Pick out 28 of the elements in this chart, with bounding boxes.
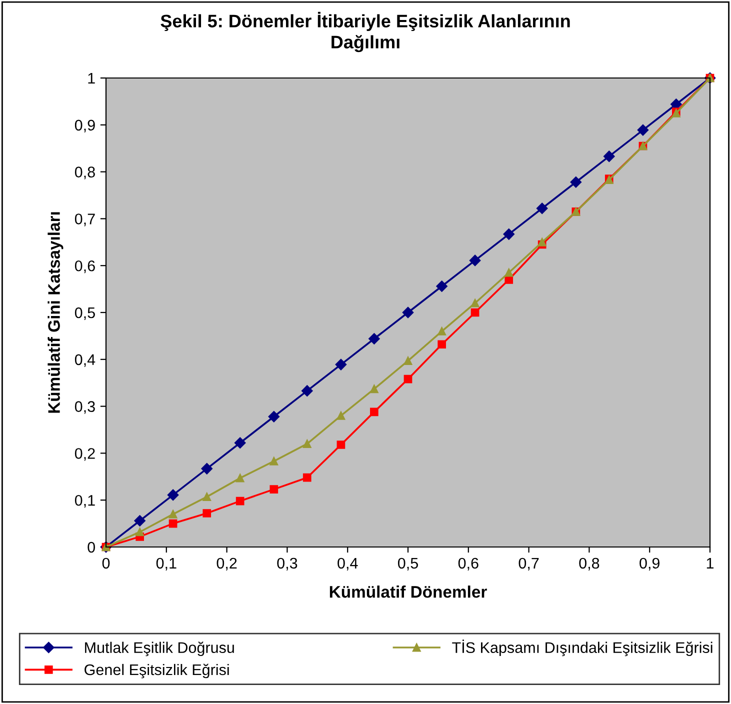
x-tick-label: 0,6 (458, 558, 478, 570)
x-tick-label: 0 (102, 558, 110, 569)
x-tick-label: 0,7 (518, 558, 539, 570)
y-tick-label: 0,8 (74, 166, 95, 180)
y-tick-label: 0,2 (74, 448, 95, 461)
y-tick-label: 0,7 (74, 214, 95, 226)
chart-title: Şekil 5: Dönemler İtibariyle Eşitsizlik Alanlarının Dağılımı (160, 12, 570, 52)
y-tick-label: 0,3 (74, 401, 95, 414)
legend-label: Mutlak Eşitlik Doğrusu (85, 642, 234, 656)
x-tick-label: 0,8 (579, 558, 600, 570)
x-tick-label: 1 (706, 558, 714, 568)
y-tick-label: 0,9 (74, 120, 95, 132)
legend-label: TİS Kapsamı Dışındaki Eşitsizlik Eğrisi (452, 640, 712, 656)
y-axis-title: Kümülatif Gini Katsayıları (48, 212, 64, 413)
y-tick-label: 0,6 (74, 260, 95, 274)
y-tick-label: 1 (88, 73, 95, 84)
x-tick-label: 0,1 (156, 558, 176, 570)
x-tick-label: 0,5 (398, 558, 418, 570)
x-tick-label: 0,4 (338, 558, 358, 570)
x-tick-label: 0,3 (277, 558, 298, 570)
x-axis-title: Kümülatif Dönemler (330, 586, 487, 598)
y-tick-label: 0 (88, 542, 95, 553)
y-tick-label: 0,5 (74, 307, 95, 320)
x-tick-label: 0,9 (640, 558, 660, 570)
y-tick-label: 0,1 (74, 494, 95, 508)
x-tick-label: 0,2 (216, 558, 237, 570)
y-tick-label: 0,4 (74, 354, 96, 367)
legend-label: Genel Eşitsizlik Eğrisi (84, 664, 229, 678)
